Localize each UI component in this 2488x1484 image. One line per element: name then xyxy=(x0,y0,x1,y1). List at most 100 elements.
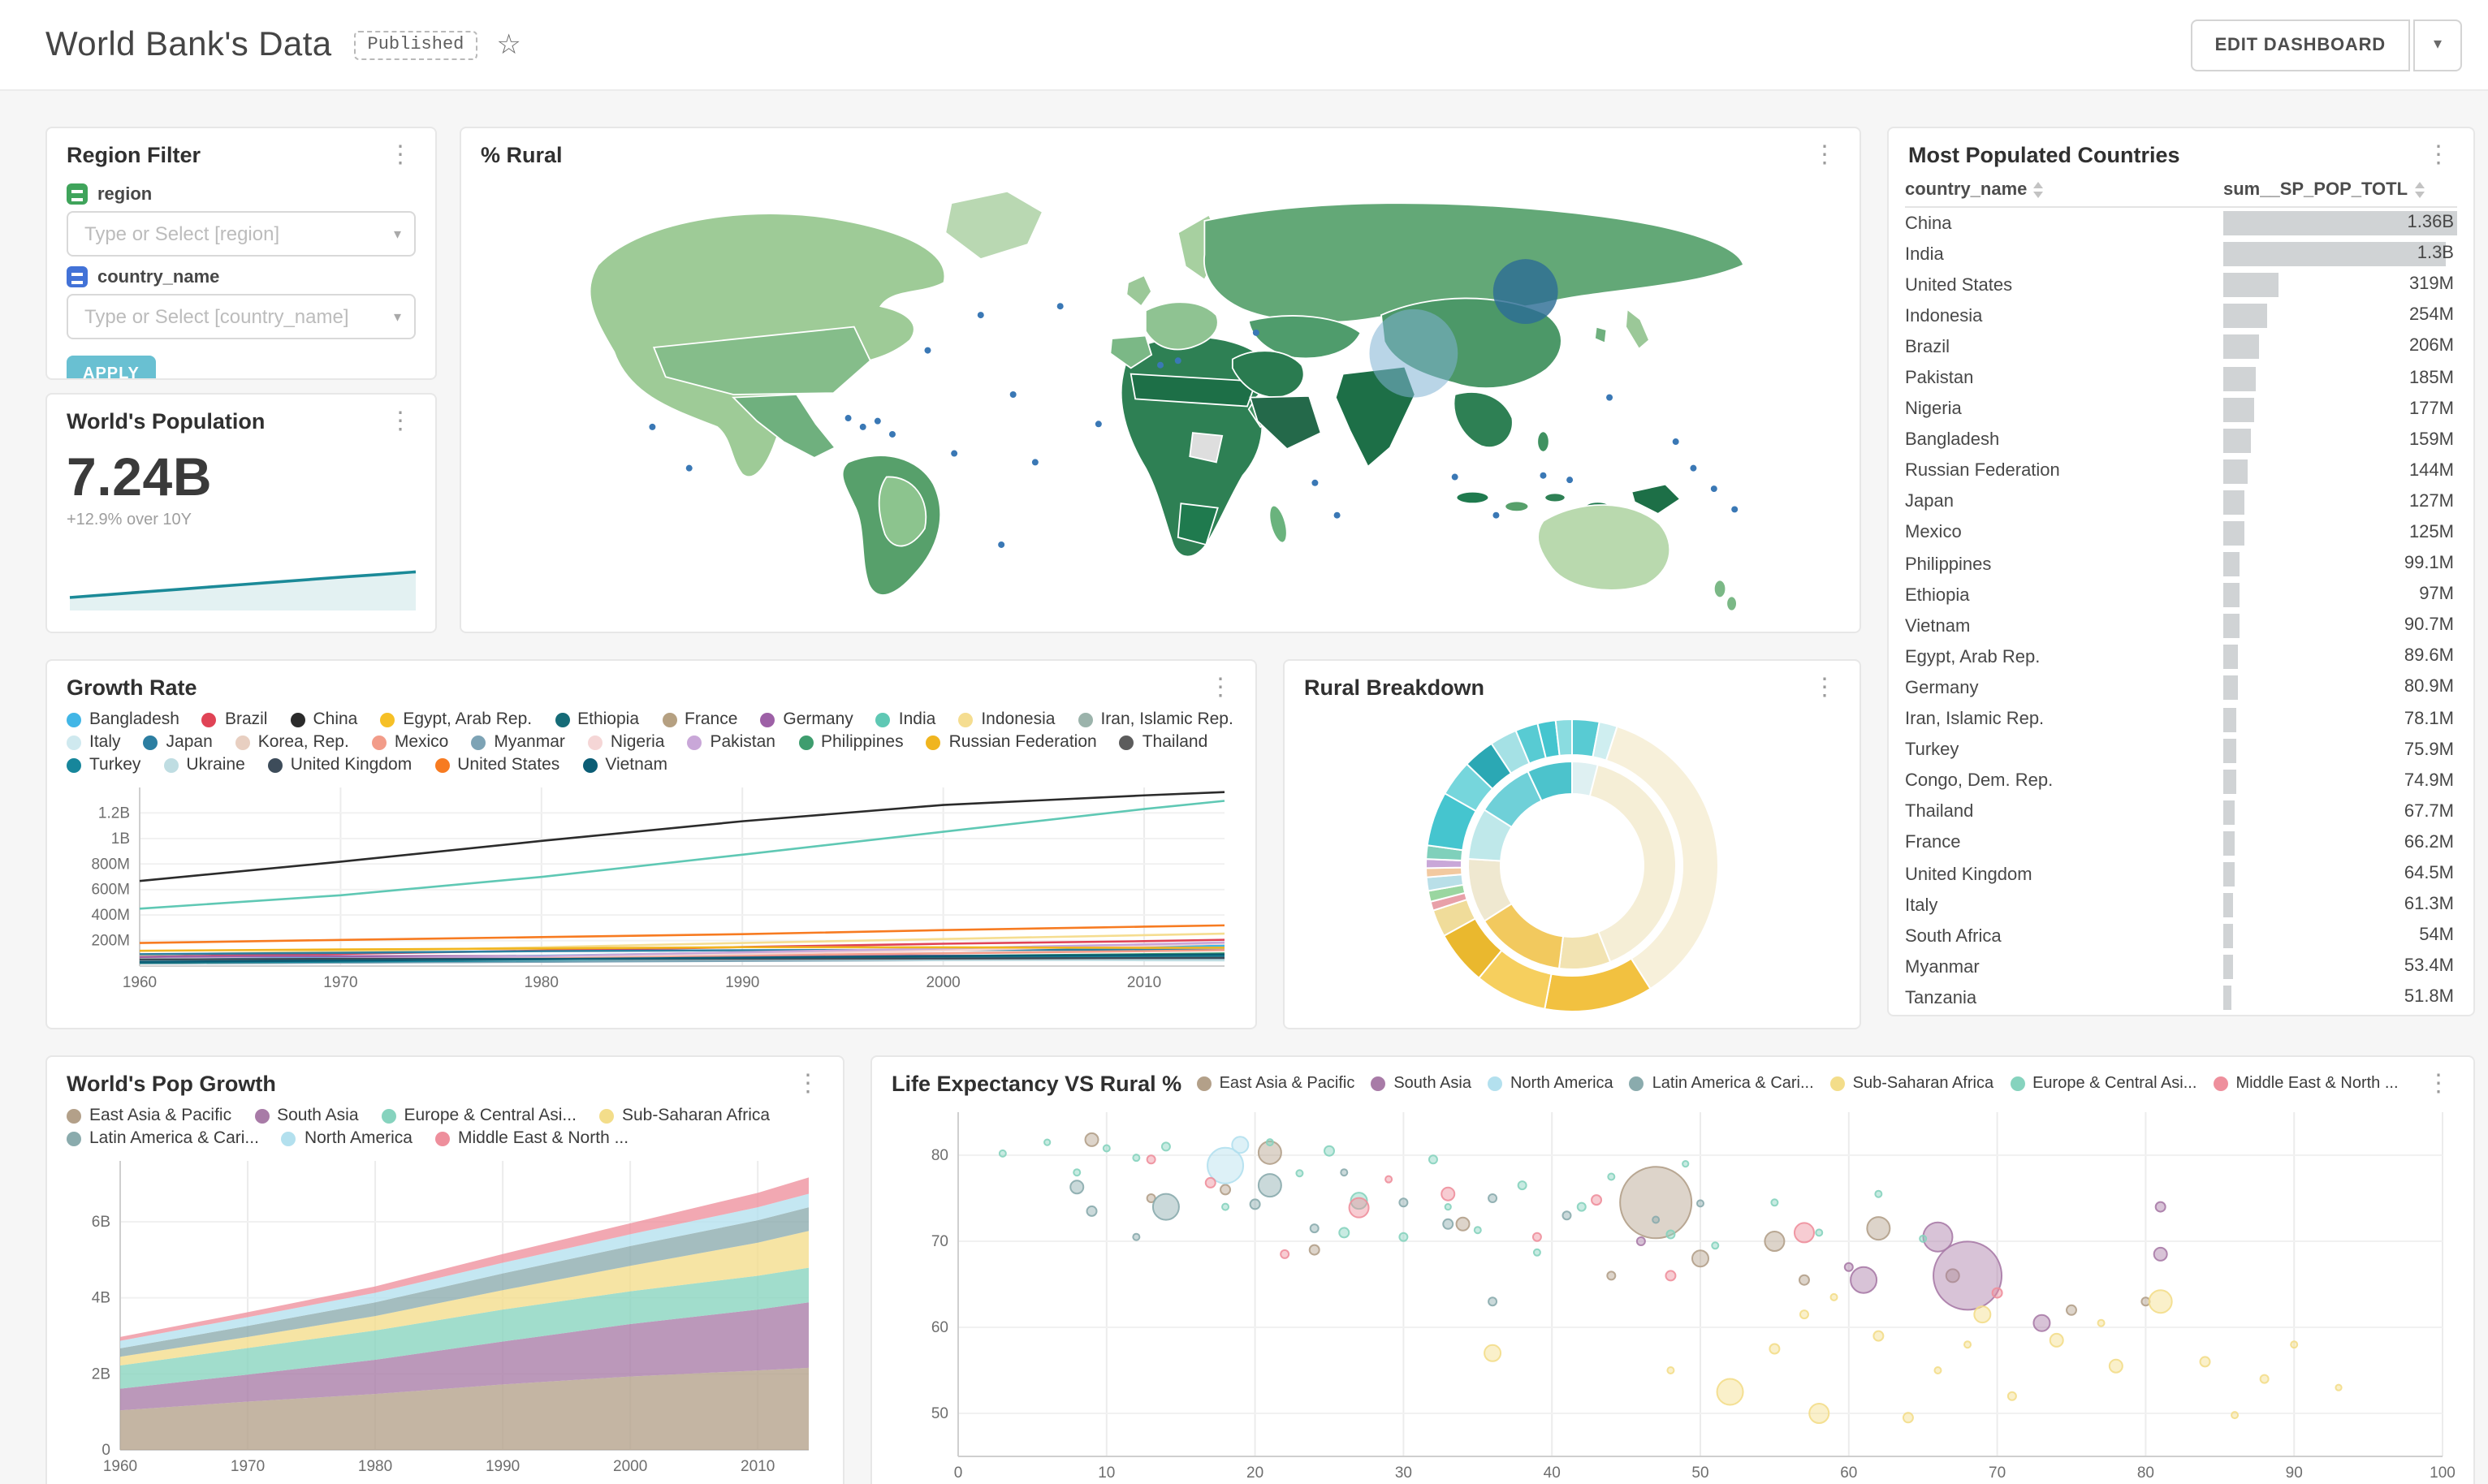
table-row[interactable]: Ethiopia 97M xyxy=(1905,580,2457,610)
country-name-cell: Bangladesh xyxy=(1905,430,2000,451)
table-row[interactable]: Italy 61.3M xyxy=(1905,890,2457,921)
table-row[interactable]: South Africa 54M xyxy=(1905,921,2457,951)
population-sparkline-chart[interactable] xyxy=(67,560,419,612)
legend-item[interactable]: Bangladesh xyxy=(67,710,179,729)
growth-rate-chart[interactable]: 1960 1970 1980 1990 2000 2010 200M 400M 600M 800M… xyxy=(65,781,1238,995)
legend-item[interactable]: Indonesia xyxy=(958,710,1055,729)
legend-item[interactable]: United States xyxy=(434,755,559,774)
table-row[interactable]: Pakistan 185M xyxy=(1905,363,2457,394)
table-row[interactable]: Congo, Dem. Rep. 74.9M xyxy=(1905,766,2457,796)
legend-item[interactable]: North America xyxy=(281,1128,413,1148)
legend-item[interactable]: Europe & Central Asi... xyxy=(381,1106,577,1125)
table-row[interactable]: Indonesia 254M xyxy=(1905,301,2457,332)
legend-item[interactable]: Japan xyxy=(143,732,213,752)
table-row[interactable]: France 66.2M xyxy=(1905,828,2457,859)
column-header-country[interactable]: country_name xyxy=(1905,180,2223,200)
svg-text:90: 90 xyxy=(2286,1465,2303,1482)
legend-item[interactable]: Egypt, Arab Rep. xyxy=(380,710,532,729)
legend-item[interactable]: Turkey xyxy=(67,755,140,774)
pop-growth-chart[interactable]: 1960 1970 1980 1990 2000 2010 0 2B 4B 6B xyxy=(65,1154,825,1479)
legend-item[interactable]: Pakistan xyxy=(687,732,775,752)
map-bubble-india[interactable] xyxy=(1369,308,1458,398)
table-row[interactable]: Tanzania 51.8M xyxy=(1905,983,2457,1014)
legend-item[interactable]: Italy xyxy=(67,732,121,752)
legend-item[interactable]: Philippines xyxy=(798,732,904,752)
legend-item[interactable]: Nigeria xyxy=(587,732,664,752)
legend-item[interactable]: South Asia xyxy=(1371,1075,1471,1093)
legend-item[interactable]: Iran, Islamic Rep. xyxy=(1078,710,1233,729)
apply-button[interactable]: APPLY xyxy=(67,356,156,378)
table-row[interactable]: India 1.3B xyxy=(1905,239,2457,270)
table-row[interactable]: Egypt, Arab Rep. 89.6M xyxy=(1905,642,2457,673)
table-row[interactable]: Vietnam 90.7M xyxy=(1905,610,2457,641)
table-row[interactable]: Russian Federation 144M xyxy=(1905,456,2457,487)
legend-item[interactable]: Latin America & Cari... xyxy=(67,1128,259,1148)
life-expectancy-chart[interactable]: 0 10 20 30 40 50 60 70 80 90 100 50 60 70 80 xyxy=(890,1102,2456,1484)
value-label: 159M xyxy=(2408,429,2454,450)
header-actions-caret-button[interactable]: ▾ xyxy=(2413,19,2462,71)
filter-select-region[interactable]: Type or Select [region] ▾ xyxy=(67,211,416,257)
legend-item[interactable]: Sub-Saharan Africa xyxy=(1829,1075,1993,1093)
legend-item[interactable]: Thailand xyxy=(1119,732,1207,752)
table-row[interactable]: Philippines 99.1M xyxy=(1905,549,2457,580)
favorite-star-icon[interactable]: ☆ xyxy=(496,28,521,59)
legend-item[interactable]: Germany xyxy=(760,710,853,729)
published-badge[interactable]: Published xyxy=(354,30,477,59)
world-map-svg[interactable] xyxy=(479,174,1842,615)
legend-item[interactable]: Korea, Rep. xyxy=(235,732,349,752)
kebab-menu-icon[interactable]: ⋮ xyxy=(2426,140,2451,168)
legend-dot xyxy=(143,735,158,749)
kebab-menu-icon[interactable]: ⋮ xyxy=(388,407,413,434)
table-row[interactable]: Japan 127M xyxy=(1905,487,2457,518)
edit-dashboard-button[interactable]: EDIT DASHBOARD xyxy=(2190,19,2410,71)
legend-item[interactable]: South Asia xyxy=(254,1106,359,1125)
table-row[interactable]: Bangladesh 159M xyxy=(1905,425,2457,455)
filter-select-country_name[interactable]: Type or Select [country_name] ▾ xyxy=(67,294,416,339)
legend-item[interactable]: Ukraine xyxy=(163,755,245,774)
legend-item[interactable]: Latin America & Cari... xyxy=(1629,1075,1814,1093)
column-header-population[interactable]: sum__SP_POP_TOTL xyxy=(2223,180,2457,200)
legend-item[interactable]: Europe & Central Asi... xyxy=(2010,1075,2196,1093)
legend-item[interactable]: Middle East & North ... xyxy=(435,1128,628,1148)
rural-breakdown-chart[interactable] xyxy=(1293,706,1851,1025)
table-row[interactable]: Germany 80.9M xyxy=(1905,673,2457,704)
legend-item[interactable]: Ethiopia xyxy=(555,710,639,729)
kebab-menu-icon[interactable]: ⋮ xyxy=(1812,140,1837,168)
legend-item[interactable]: India xyxy=(875,710,935,729)
most-populated-card: Most Populated Countries ⋮ country_name … xyxy=(1887,127,2475,1016)
legend-item[interactable]: Sub-Saharan Africa xyxy=(598,1106,770,1125)
table-row[interactable]: Nigeria 177M xyxy=(1905,394,2457,425)
legend-item[interactable]: North America xyxy=(1487,1075,1613,1093)
table-row[interactable]: Turkey 75.9M xyxy=(1905,735,2457,766)
table-row[interactable]: Mexico 125M xyxy=(1905,518,2457,549)
table-row[interactable]: Myanmar 53.4M xyxy=(1905,952,2457,983)
legend-item[interactable]: Myanmar xyxy=(471,732,565,752)
table-row[interactable]: Brazil 206M xyxy=(1905,332,2457,363)
legend-item[interactable]: United Kingdom xyxy=(267,755,413,774)
table-row[interactable]: United States 319M xyxy=(1905,270,2457,300)
table-row[interactable]: Thailand 67.7M xyxy=(1905,797,2457,828)
table-row[interactable]: United Kingdom 64.5M xyxy=(1905,859,2457,890)
kebab-menu-icon[interactable]: ⋮ xyxy=(388,140,413,168)
legend-item[interactable]: Mexico xyxy=(371,732,448,752)
legend-item[interactable]: East Asia & Pacific xyxy=(1196,1075,1354,1093)
legend-item[interactable]: Russian Federation xyxy=(926,732,1097,752)
legend-item[interactable]: France xyxy=(662,710,737,729)
legend-item[interactable]: China xyxy=(290,710,357,729)
kebab-menu-icon[interactable]: ⋮ xyxy=(1208,673,1233,701)
map-bubble-china[interactable] xyxy=(1492,259,1558,324)
legend-item[interactable]: Middle East & North ... xyxy=(2213,1075,2399,1093)
table-row[interactable]: China 1.36B xyxy=(1905,208,2457,239)
kebab-menu-icon[interactable]: ⋮ xyxy=(796,1069,820,1097)
svg-text:10: 10 xyxy=(1098,1465,1115,1482)
kebab-menu-icon[interactable]: ⋮ xyxy=(2425,1069,2451,1097)
growth-rate-card: Growth Rate ⋮ Bangladesh Brazil China Egypt… xyxy=(45,659,1257,1029)
table-row[interactable]: Iran, Islamic Rep. 78.1M xyxy=(1905,704,2457,735)
legend-item[interactable]: Brazil xyxy=(201,710,267,729)
legend-item[interactable]: East Asia & Pacific xyxy=(67,1106,231,1125)
legend-item[interactable]: Vietnam xyxy=(582,755,667,774)
country-name-cell: Ethiopia xyxy=(1905,585,1970,606)
legend-label: United Kingdom xyxy=(290,755,413,774)
kebab-menu-icon[interactable]: ⋮ xyxy=(1812,673,1837,701)
value-bar xyxy=(2223,924,2233,949)
